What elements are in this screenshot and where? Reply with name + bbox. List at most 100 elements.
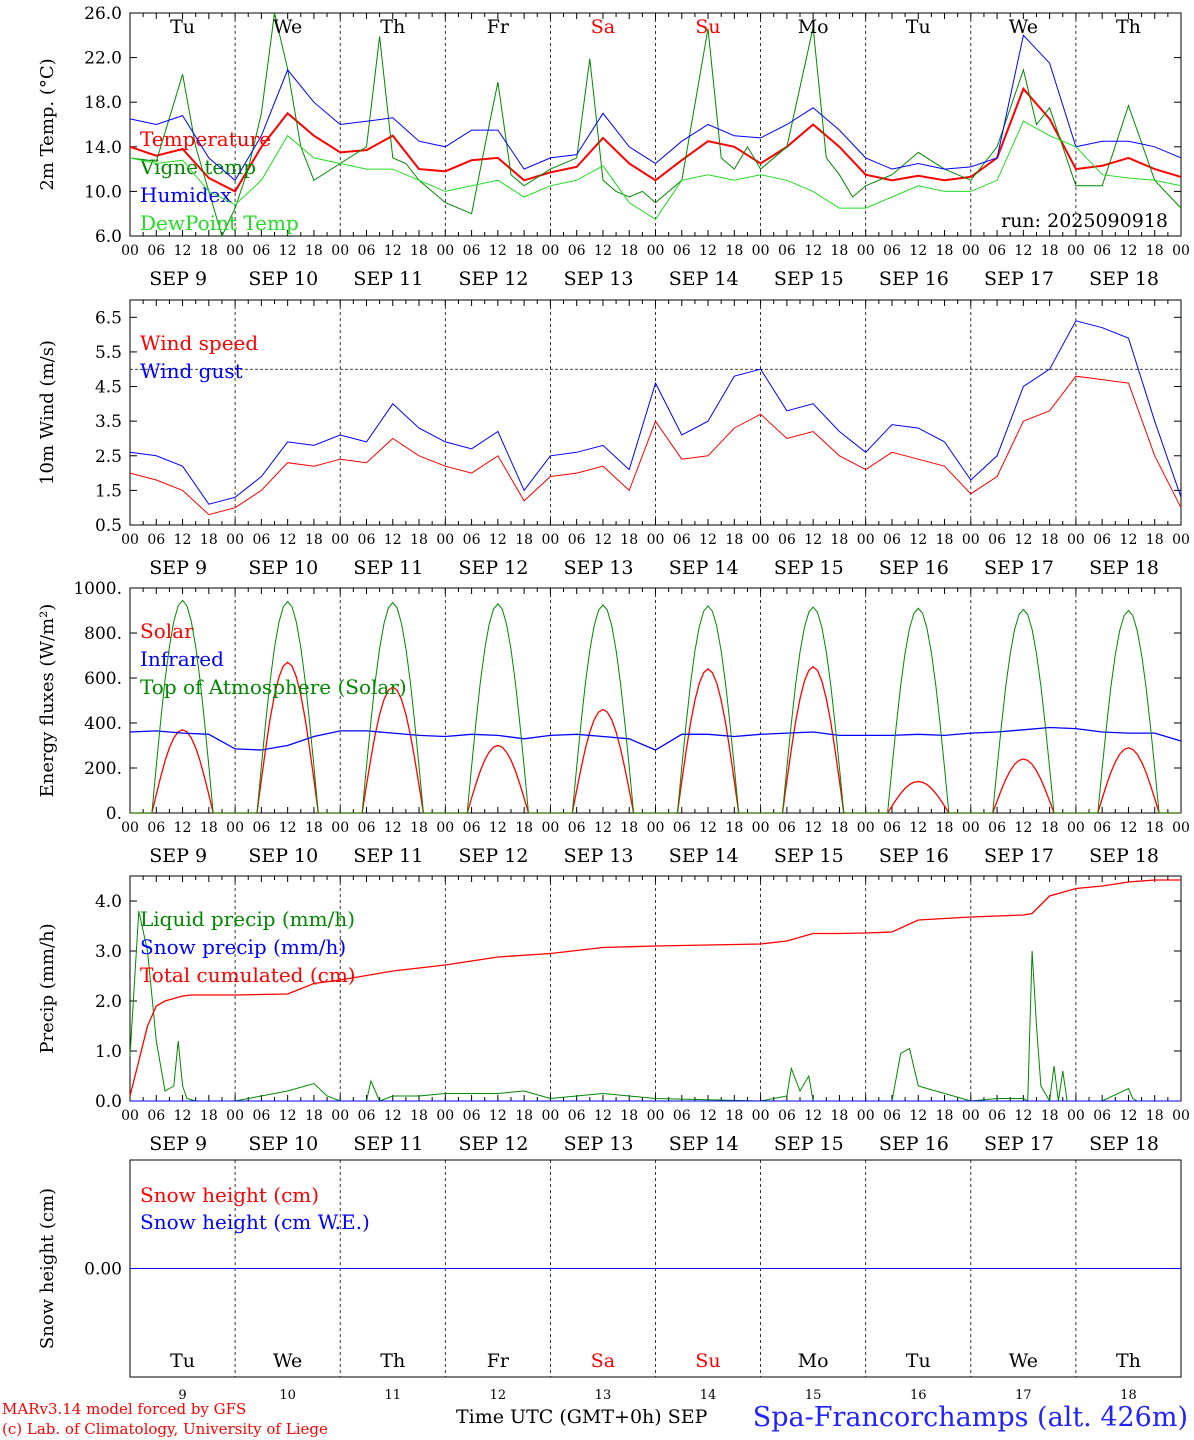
hour-tick-label: 12 — [384, 820, 402, 836]
hour-tick-label: 00 — [1067, 532, 1085, 548]
legend-entry: Liquid precip (mm/h) — [140, 907, 355, 931]
hour-tick-label: 12 — [804, 532, 822, 548]
hour-tick-label: 06 — [778, 820, 796, 836]
hour-tick-label: 12 — [804, 243, 822, 259]
hour-tick-label: 18 — [515, 532, 533, 548]
weekday-label: Fr — [487, 1350, 510, 1372]
y-tick-label: 10.0 — [84, 182, 122, 202]
hour-tick-label: 18 — [725, 820, 743, 836]
hour-tick-label: 06 — [147, 1108, 165, 1124]
hour-tick-label: 12 — [279, 532, 297, 548]
y-axis-label: Precip (mm/h) — [37, 923, 58, 1053]
day-number-label: 15 — [805, 1388, 822, 1400]
date-label: SEP 16 — [879, 268, 949, 290]
hour-tick-label: 18 — [936, 532, 954, 548]
date-label: SEP 12 — [459, 557, 529, 579]
date-label: SEP 17 — [984, 268, 1054, 290]
y-tick-label: 0.0 — [95, 1092, 122, 1112]
hour-tick-label: 18 — [410, 243, 428, 259]
hour-tick-label: 06 — [252, 1108, 270, 1124]
hour-tick-label: 12 — [1120, 532, 1138, 548]
hour-tick-label: 12 — [174, 1108, 192, 1124]
legend-entry: Humidex — [140, 183, 232, 207]
hour-tick-label: 12 — [384, 532, 402, 548]
hour-tick-label: 06 — [1093, 1108, 1111, 1124]
hour-tick-label: 12 — [699, 1108, 717, 1124]
hour-tick-label: 00 — [857, 820, 875, 836]
hour-tick-label: 18 — [410, 820, 428, 836]
hour-tick-label: 18 — [620, 820, 638, 836]
weekday-label: Tu — [170, 16, 195, 38]
hour-tick-label: 00 — [752, 820, 770, 836]
date-label: SEP 9 — [149, 268, 207, 290]
date-label: SEP 16 — [879, 1133, 949, 1155]
hour-tick-label: 00 — [541, 532, 559, 548]
date-label: SEP 14 — [669, 557, 739, 579]
y-tick-label: 2.0 — [95, 992, 122, 1012]
hour-tick-label: 18 — [620, 1108, 638, 1124]
date-label: SEP 11 — [353, 1133, 423, 1155]
hour-tick-label: 12 — [594, 820, 612, 836]
hour-tick-label: 18 — [725, 532, 743, 548]
hour-tick-label: 06 — [673, 1108, 691, 1124]
hour-tick-label: 18 — [831, 532, 849, 548]
hour-tick-label: 06 — [988, 820, 1006, 836]
date-label: SEP 15 — [774, 268, 844, 290]
hour-tick-label: 18 — [515, 243, 533, 259]
hour-tick-label: 00 — [752, 243, 770, 259]
hour-tick-label: 18 — [200, 532, 218, 548]
hour-tick-label: 18 — [305, 1108, 323, 1124]
hour-tick-label: 00 — [436, 820, 454, 836]
hour-tick-label: 12 — [909, 820, 927, 836]
y-tick-label: 22.0 — [84, 49, 122, 69]
hour-tick-label: 06 — [252, 820, 270, 836]
hour-tick-label: 00 — [1172, 820, 1190, 836]
hour-tick-label: 00 — [962, 243, 980, 259]
hour-tick-label: 06 — [463, 532, 481, 548]
date-label: SEP 18 — [1089, 845, 1159, 867]
hour-tick-label: 00 — [226, 532, 244, 548]
y-tick-label: 2.5 — [95, 447, 122, 467]
date-label: SEP 15 — [774, 1133, 844, 1155]
weekday-label: We — [1009, 1350, 1038, 1372]
hour-tick-label: 00 — [647, 820, 665, 836]
hour-tick-label: 06 — [673, 820, 691, 836]
date-label: SEP 17 — [984, 1133, 1054, 1155]
date-label: SEP 10 — [248, 845, 318, 867]
y-tick-label: 1000. — [73, 579, 122, 599]
hour-tick-label: 18 — [515, 1108, 533, 1124]
weekday-label: Th — [1116, 1350, 1141, 1372]
hour-tick-label: 18 — [936, 820, 954, 836]
hour-tick-label: 00 — [647, 243, 665, 259]
day-number-label: 12 — [490, 1388, 507, 1400]
date-label: SEP 10 — [248, 268, 318, 290]
hour-tick-label: 06 — [463, 1108, 481, 1124]
date-label: SEP 18 — [1089, 1133, 1159, 1155]
hour-tick-label: 00 — [857, 1108, 875, 1124]
hour-tick-label: 00 — [436, 532, 454, 548]
date-label: SEP 17 — [984, 845, 1054, 867]
hour-tick-label: 12 — [804, 1108, 822, 1124]
hour-tick-label: 00 — [121, 243, 139, 259]
y-tick-label: 200. — [84, 759, 122, 779]
y-axis-label: Snow height (cm) — [37, 1188, 58, 1349]
series-line-wind-gust — [129, 320, 1182, 505]
hour-tick-label: 00 — [857, 532, 875, 548]
legend-entry: Wind speed — [140, 331, 258, 355]
panel-frame — [129, 299, 1182, 526]
weekday-label: Sa — [591, 1350, 615, 1372]
date-label: SEP 10 — [248, 557, 318, 579]
y-tick-label: 4.0 — [95, 892, 122, 912]
y-tick-label: 0.00 — [84, 1260, 122, 1280]
y-tick-label: 3.0 — [95, 942, 122, 962]
hour-tick-label: 06 — [988, 243, 1006, 259]
y-tick-label: 400. — [84, 714, 122, 734]
day-number-label: 16 — [910, 1388, 927, 1400]
hour-tick-label: 06 — [463, 243, 481, 259]
date-label: SEP 10 — [248, 1133, 318, 1155]
hour-tick-label: 00 — [1067, 1108, 1085, 1124]
hour-tick-label: 06 — [147, 820, 165, 836]
weekday-label: Fr — [487, 16, 510, 38]
panel-frame — [129, 587, 1182, 814]
hour-tick-label: 18 — [200, 820, 218, 836]
